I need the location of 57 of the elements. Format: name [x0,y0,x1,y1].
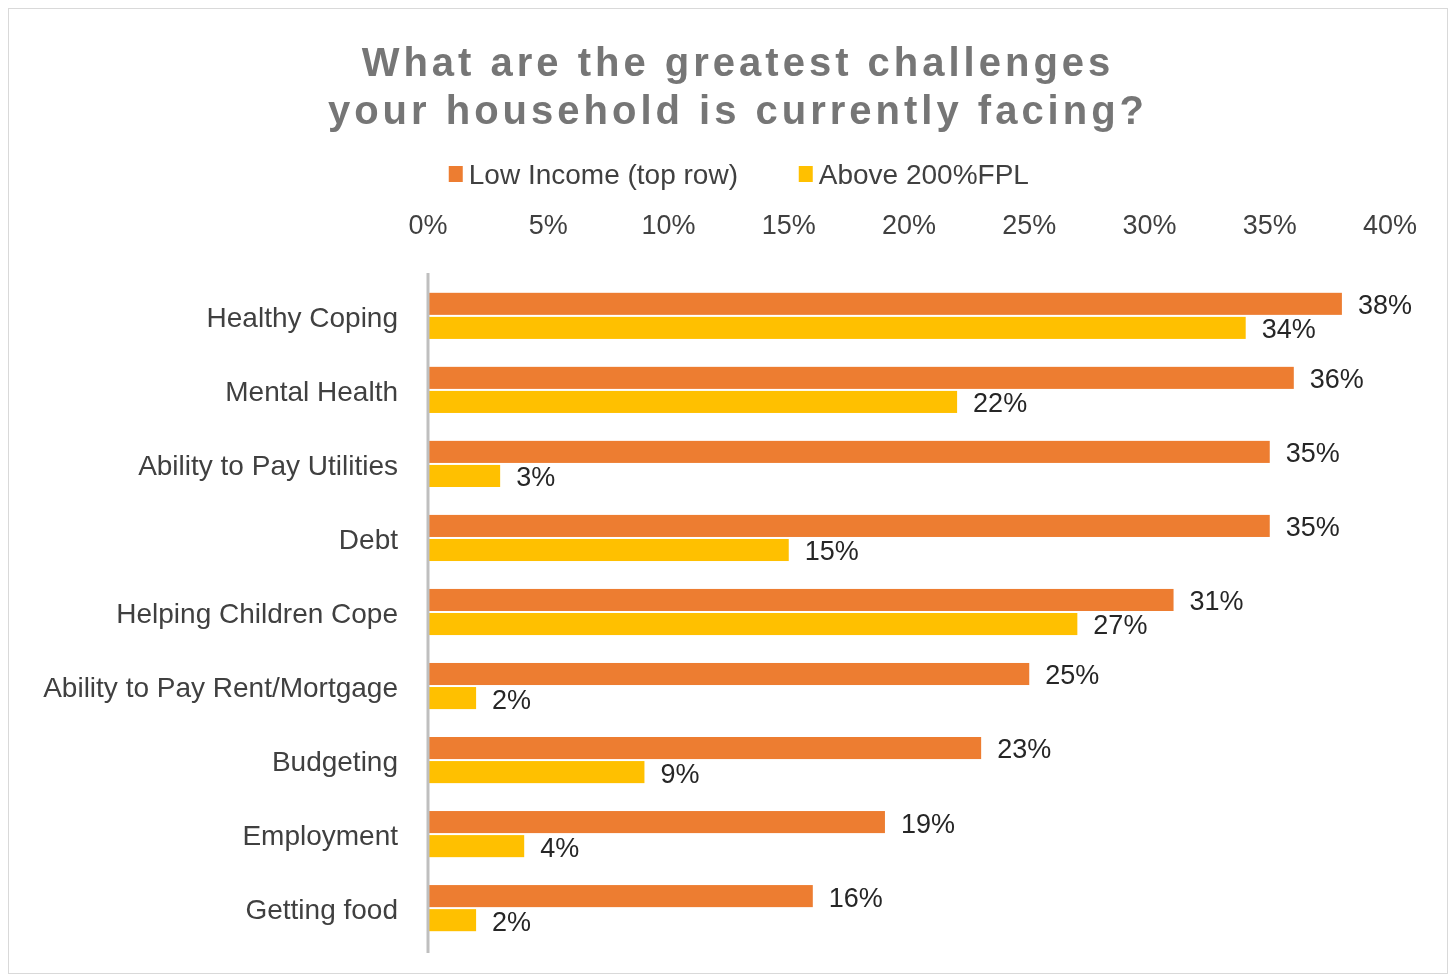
y-tick-label: Budgeting [271,745,398,777]
legend-label: Above 200%FPL [818,158,1029,190]
data-label: 3% [516,462,556,493]
bar [428,687,477,710]
data-label: 25% [1045,660,1100,691]
x-tick-label: 20% [881,210,937,240]
data-label: 4% [540,832,580,863]
bar [428,885,813,908]
bar [428,538,789,562]
data-label: 2% [492,906,532,937]
bar [428,737,982,760]
data-label: 22% [973,388,1028,419]
y-tick-label: Helping Children Cope [116,597,398,629]
x-tick-label: 35% [1242,210,1297,240]
data-label: 9% [660,758,700,789]
x-tick-label: 5% [528,210,568,240]
data-label: 31% [1189,586,1244,617]
y-tick-label: Debt [338,523,399,555]
x-tick-label: 15% [761,210,816,240]
bar [428,440,1270,463]
legend-label: Low Income (top row) [468,158,738,190]
data-label: 19% [900,808,955,839]
bar [428,613,1078,636]
bar [428,835,525,858]
bar [428,588,1174,611]
chart-title: What are the greatest challenges your household is currently facing? [327,40,1149,132]
bar [428,366,1294,389]
bar [428,909,477,932]
x-tick-label: 40% [1362,210,1418,240]
x-tick-label: 10% [641,210,696,240]
x-tick-label: 30% [1122,210,1177,240]
bar [428,390,958,413]
data-label: 35% [1285,438,1340,469]
data-label: 16% [828,882,883,913]
y-tick-label: Mental Health [225,375,398,407]
data-label: 36% [1309,364,1364,395]
y-tick-label: Ability to Pay Utilities [138,449,398,481]
bar [428,761,645,784]
y-tick-label: Ability to Pay Rent/Mortgage [43,671,398,703]
bar [428,464,501,487]
data-label: 23% [997,734,1052,765]
data-label: 38% [1357,290,1412,321]
bar [428,662,1030,686]
data-label: 35% [1285,512,1340,543]
x-tick-label: 0% [408,210,448,240]
data-label: 2% [492,684,532,715]
data-label: 15% [804,536,859,567]
y-tick-label: Healthy Coping [206,301,398,333]
data-label: 27% [1093,610,1148,641]
bar [428,292,1342,315]
x-tick-label: 25% [1002,210,1057,240]
data-label: 34% [1261,314,1316,345]
y-tick-label: Employment [242,819,399,851]
bar [428,514,1270,537]
bar [428,316,1246,339]
bar [428,811,885,834]
y-tick-label: Getting food [245,893,398,925]
